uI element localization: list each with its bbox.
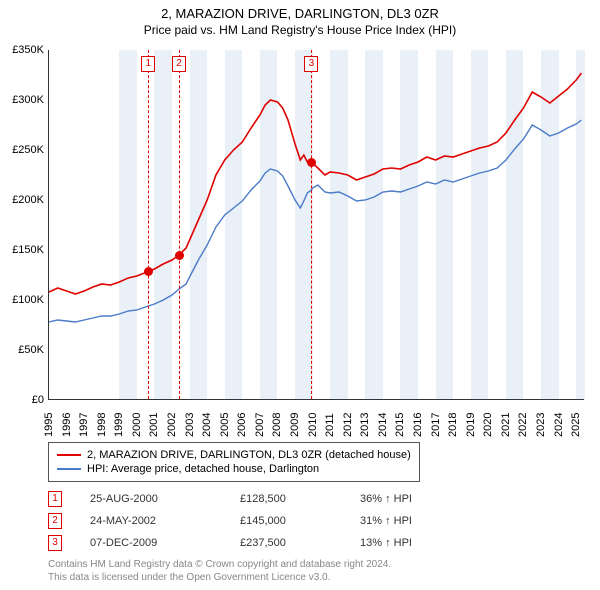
y-axis-tick-label: £50K bbox=[0, 344, 44, 356]
x-axis-tick-label: 2000 bbox=[131, 405, 143, 437]
sale-index-box: 3 bbox=[48, 535, 62, 551]
y-axis-tick-label: £250K bbox=[0, 144, 44, 156]
series-hpi bbox=[49, 120, 581, 322]
x-axis-tick-label: 1997 bbox=[78, 405, 90, 437]
x-axis-tick-label: 1999 bbox=[113, 405, 125, 437]
x-axis-tick-label: 2023 bbox=[535, 405, 547, 437]
sale-marker-point bbox=[307, 158, 316, 167]
sale-marker-index: 3 bbox=[304, 56, 318, 72]
x-axis-tick-label: 2015 bbox=[394, 405, 406, 437]
sale-marker-index: 2 bbox=[172, 56, 186, 72]
legend-label: 2, MARAZION DRIVE, DARLINGTON, DL3 0ZR (… bbox=[87, 449, 411, 461]
x-axis-tick-label: 2005 bbox=[219, 405, 231, 437]
sales-table: 1 25-AUG-2000 £128,500 36% ↑ HPI 2 24-MA… bbox=[48, 488, 460, 554]
sale-price: £128,500 bbox=[240, 493, 360, 505]
x-axis-tick-label: 2019 bbox=[465, 405, 477, 437]
table-row: 3 07-DEC-2009 £237,500 13% ↑ HPI bbox=[48, 532, 460, 554]
legend-label: HPI: Average price, detached house, Darl… bbox=[87, 463, 319, 475]
chart-subtitle: Price paid vs. HM Land Registry's House … bbox=[0, 23, 600, 37]
x-axis-tick-label: 2006 bbox=[236, 405, 248, 437]
x-axis-tick-label: 2003 bbox=[184, 405, 196, 437]
sale-marker-point bbox=[175, 251, 184, 260]
table-row: 2 24-MAY-2002 £145,000 31% ↑ HPI bbox=[48, 510, 460, 532]
legend-item-hpi: HPI: Average price, detached house, Darl… bbox=[57, 463, 411, 475]
chart-title: 2, MARAZION DRIVE, DARLINGTON, DL3 0ZR bbox=[0, 6, 600, 21]
y-axis-tick-label: £300K bbox=[0, 94, 44, 106]
x-axis-tick-label: 2011 bbox=[324, 405, 336, 437]
x-axis-tick-label: 2020 bbox=[482, 405, 494, 437]
y-axis-tick-label: £200K bbox=[0, 194, 44, 206]
x-axis-tick-label: 1998 bbox=[96, 405, 108, 437]
chart-area: 123 £0£50K£100K£150K£200K£250K£300K£350K… bbox=[48, 50, 584, 400]
sale-price: £237,500 bbox=[240, 537, 360, 549]
sale-pct-vs-hpi: 31% ↑ HPI bbox=[360, 515, 460, 527]
series-svg bbox=[49, 50, 585, 400]
sale-index-box: 2 bbox=[48, 513, 62, 529]
x-axis-tick-label: 2009 bbox=[289, 405, 301, 437]
sale-marker-line bbox=[179, 50, 180, 399]
x-axis-tick-label: 2022 bbox=[517, 405, 529, 437]
x-axis-tick-label: 2018 bbox=[447, 405, 459, 437]
x-axis-tick-label: 2010 bbox=[307, 405, 319, 437]
sale-date: 24-MAY-2002 bbox=[90, 515, 240, 527]
sale-date: 25-AUG-2000 bbox=[90, 493, 240, 505]
x-axis-tick-label: 2014 bbox=[377, 405, 389, 437]
y-axis-tick-label: £350K bbox=[0, 44, 44, 56]
x-axis-tick-label: 1995 bbox=[43, 405, 55, 437]
y-axis-tick-label: £0 bbox=[0, 394, 44, 406]
sale-marker-point bbox=[144, 267, 153, 276]
sale-marker-index: 1 bbox=[141, 56, 155, 72]
x-axis-tick-label: 2024 bbox=[553, 405, 565, 437]
x-axis-tick-label: 2002 bbox=[166, 405, 178, 437]
chart-title-block: 2, MARAZION DRIVE, DARLINGTON, DL3 0ZR P… bbox=[0, 0, 600, 39]
sale-index-box: 1 bbox=[48, 491, 62, 507]
x-axis-tick-label: 2007 bbox=[254, 405, 266, 437]
table-row: 1 25-AUG-2000 £128,500 36% ↑ HPI bbox=[48, 488, 460, 510]
plot-region: 1 2 3 bbox=[48, 50, 584, 400]
footer-attribution: Contains HM Land Registry data © Crown c… bbox=[48, 558, 391, 584]
y-axis-tick-label: £150K bbox=[0, 244, 44, 256]
sale-marker-line bbox=[148, 50, 149, 399]
x-axis-tick-label: 2017 bbox=[430, 405, 442, 437]
sale-date: 07-DEC-2009 bbox=[90, 537, 240, 549]
legend-swatch bbox=[57, 468, 81, 470]
legend-swatch bbox=[57, 454, 81, 456]
legend-item-property: 2, MARAZION DRIVE, DARLINGTON, DL3 0ZR (… bbox=[57, 449, 411, 461]
x-axis-tick-label: 2012 bbox=[342, 405, 354, 437]
sale-pct-vs-hpi: 13% ↑ HPI bbox=[360, 537, 460, 549]
x-axis-tick-label: 1996 bbox=[61, 405, 73, 437]
footer-line: Contains HM Land Registry data © Crown c… bbox=[48, 558, 391, 571]
footer-line: This data is licensed under the Open Gov… bbox=[48, 571, 391, 584]
x-axis-tick-label: 2025 bbox=[570, 405, 582, 437]
series-property bbox=[49, 73, 581, 294]
x-axis-tick-label: 2001 bbox=[148, 405, 160, 437]
sale-marker-line bbox=[311, 50, 312, 399]
x-axis-tick-label: 2004 bbox=[201, 405, 213, 437]
x-axis-tick-label: 2016 bbox=[412, 405, 424, 437]
y-axis-tick-label: £100K bbox=[0, 294, 44, 306]
sale-pct-vs-hpi: 36% ↑ HPI bbox=[360, 493, 460, 505]
legend-box: 2, MARAZION DRIVE, DARLINGTON, DL3 0ZR (… bbox=[48, 442, 420, 482]
sale-price: £145,000 bbox=[240, 515, 360, 527]
x-axis-tick-label: 2008 bbox=[271, 405, 283, 437]
x-axis-tick-label: 2013 bbox=[359, 405, 371, 437]
x-axis-tick-label: 2021 bbox=[500, 405, 512, 437]
